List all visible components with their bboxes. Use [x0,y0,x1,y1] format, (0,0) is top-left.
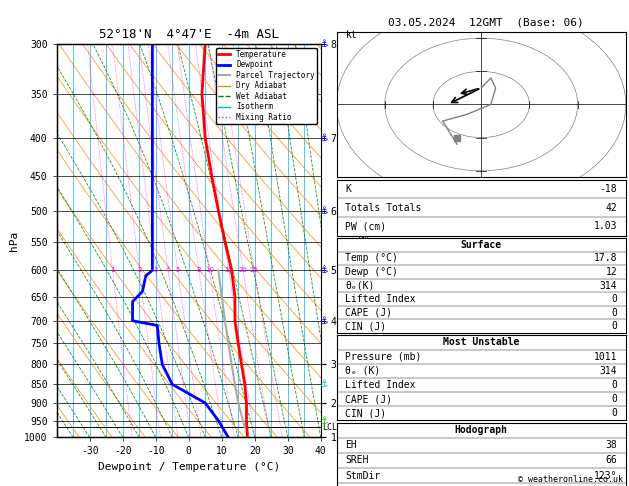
Text: 42: 42 [606,203,617,213]
Text: CIN (J): CIN (J) [345,408,386,418]
Text: Lifted Index: Lifted Index [345,380,416,390]
Text: 0: 0 [611,321,617,331]
Text: Dewp (°C): Dewp (°C) [345,267,398,277]
Text: EH: EH [345,440,357,451]
Text: 0: 0 [611,380,617,390]
Text: 17.8: 17.8 [594,253,617,263]
Y-axis label: hPa: hPa [9,230,18,251]
Text: 25: 25 [250,267,259,274]
Text: 20: 20 [238,267,247,274]
Text: ⚓: ⚓ [320,39,328,49]
Text: 0: 0 [611,308,617,318]
Text: 1: 1 [110,267,115,274]
Text: 314: 314 [599,280,617,291]
Text: Pressure (mb): Pressure (mb) [345,351,421,362]
Text: ⚓: ⚓ [320,133,328,143]
Text: ⚓: ⚓ [320,265,328,276]
Text: 2: 2 [137,267,142,274]
Text: Temp (°C): Temp (°C) [345,253,398,263]
Text: 15: 15 [225,267,233,274]
Text: -18: -18 [599,184,617,194]
Text: CAPE (J): CAPE (J) [345,394,392,404]
Text: CAPE (J): CAPE (J) [345,308,392,318]
Text: Lifted Index: Lifted Index [345,294,416,304]
Text: © weatheronline.co.uk: © weatheronline.co.uk [518,474,623,484]
Text: Totals Totals: Totals Totals [345,203,421,213]
Text: kt: kt [346,30,358,40]
Text: 123°: 123° [594,470,617,481]
Text: 0: 0 [611,294,617,304]
Text: StmDir: StmDir [345,470,381,481]
Text: 12: 12 [606,267,617,277]
Text: θₑ(K): θₑ(K) [345,280,375,291]
Text: Most Unstable: Most Unstable [443,337,520,347]
Text: 1.03: 1.03 [594,222,617,231]
X-axis label: Dewpoint / Temperature (°C): Dewpoint / Temperature (°C) [97,462,280,472]
Text: Surface: Surface [460,240,502,250]
Text: 10: 10 [205,267,214,274]
Text: LCL: LCL [322,423,337,432]
Text: Hodograph: Hodograph [455,425,508,435]
Text: ⚓: ⚓ [320,416,328,426]
Text: K: K [345,184,351,194]
Legend: Temperature, Dewpoint, Parcel Trajectory, Dry Adiabat, Wet Adiabat, Isotherm, Mi: Temperature, Dewpoint, Parcel Trajectory… [216,48,317,124]
Text: 0: 0 [611,394,617,404]
Text: 3: 3 [153,267,158,274]
Text: SREH: SREH [345,455,369,466]
Text: CIN (J): CIN (J) [345,321,386,331]
Text: 5: 5 [175,267,180,274]
Text: 0: 0 [611,408,617,418]
Text: 314: 314 [599,366,617,376]
Text: 66: 66 [606,455,617,466]
Text: 8: 8 [197,267,201,274]
Text: ⚓: ⚓ [320,316,328,326]
Text: 1011: 1011 [594,351,617,362]
Title: 52°18'N  4°47'E  -4m ASL: 52°18'N 4°47'E -4m ASL [99,28,279,41]
Text: ⚓: ⚓ [320,379,328,389]
Text: ⚓: ⚓ [320,206,328,216]
Text: 4: 4 [166,267,170,274]
Text: θₑ (K): θₑ (K) [345,366,381,376]
Y-axis label: km
ASL: km ASL [355,230,373,251]
Text: 38: 38 [606,440,617,451]
Text: 03.05.2024  12GMT  (Base: 06): 03.05.2024 12GMT (Base: 06) [388,17,584,27]
Text: PW (cm): PW (cm) [345,222,386,231]
